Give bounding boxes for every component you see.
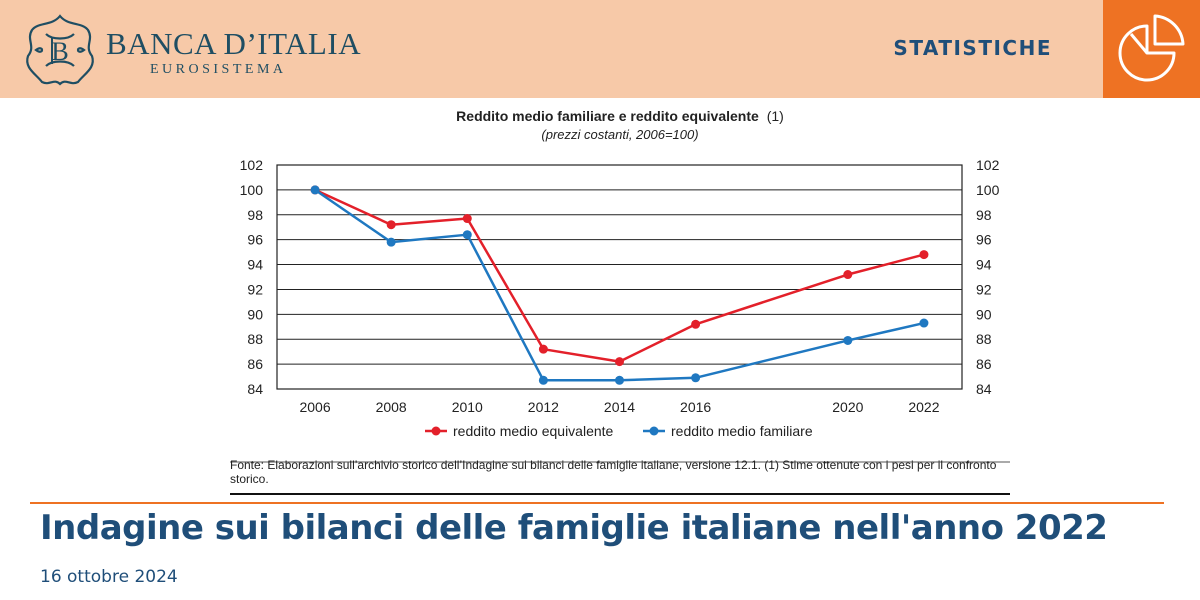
pie-chart-icon	[1118, 14, 1185, 82]
data-point	[919, 250, 929, 260]
x-tick-label: 2014	[604, 399, 635, 415]
section-label: STATISTICHE	[893, 36, 1052, 60]
series-line-2	[314, 188, 925, 382]
chart-subtitle: (prezzi costanti, 2006=100)	[541, 127, 698, 142]
y-tick-label-left: 98	[247, 207, 263, 223]
x-tick-label: 2022	[908, 399, 939, 415]
y-tick-label-right: 98	[976, 207, 992, 223]
x-tick-label: 2010	[452, 399, 483, 415]
chart-title: Reddito medio familiare e reddito equiva…	[456, 108, 759, 124]
plot-frame	[276, 164, 963, 390]
series-line-1	[314, 188, 925, 363]
statistics-badge	[1103, 0, 1200, 98]
y-tick-label-left: 92	[247, 281, 263, 297]
data-point	[386, 220, 396, 230]
y-tick-label-right: 84	[976, 381, 992, 397]
svg-text:Reddito medio familiare e redd: Reddito medio familiare e reddito equiva…	[456, 108, 784, 124]
legend-swatch-marker	[431, 426, 441, 436]
y-tick-label-right: 90	[976, 306, 992, 322]
brand-subtitle: EUROSISTEMA	[150, 62, 287, 77]
data-point	[538, 375, 548, 385]
legend-label: reddito medio familiare	[671, 423, 813, 439]
y-tick-label-right: 94	[976, 257, 992, 273]
data-point	[919, 318, 929, 328]
y-tick-label-right: 86	[976, 356, 992, 372]
source-note-box: Fonte: Elaborazioni sull’archivio storic…	[230, 458, 997, 486]
y-tick-label-right: 96	[976, 232, 992, 248]
y-tick-label-right: 92	[976, 281, 992, 297]
y-tick-label-left: 94	[247, 257, 263, 273]
header-band: B BANCA D’ITALIA EUROSISTEMA STATISTICHE	[0, 0, 1200, 98]
y-tick-label-left: 96	[247, 232, 263, 248]
orange-divider	[30, 502, 1164, 504]
brand-name: BANCA D’ITALIA	[106, 26, 362, 61]
bank-emblem-icon: B	[26, 14, 94, 86]
x-tick-label: 2008	[376, 399, 407, 415]
data-point	[538, 344, 548, 354]
x-tick-label: 2016	[680, 399, 711, 415]
chart-area: Reddito medio familiare e reddito equiva…	[230, 100, 1010, 495]
data-point	[843, 335, 853, 345]
data-point	[691, 319, 701, 329]
data-point	[462, 214, 472, 224]
data-point	[615, 357, 624, 367]
source-note: Fonte: Elaborazioni sull’archivio storic…	[230, 458, 997, 486]
page-title: Indagine sui bilanci delle famiglie ital…	[40, 508, 1108, 548]
svg-text:B: B	[51, 37, 68, 66]
y-tick-label-right: 102	[976, 157, 1000, 173]
chart-title-note: (1)	[767, 108, 784, 124]
data-point	[462, 230, 472, 240]
y-tick-label-left: 88	[247, 331, 263, 347]
y-tick-label-left: 102	[240, 157, 264, 173]
y-tick-label-left: 84	[247, 381, 263, 397]
data-point	[310, 185, 320, 195]
x-tick-label: 2006	[299, 399, 330, 415]
legend-label: reddito medio equivalente	[453, 423, 614, 439]
x-tick-label: 2012	[528, 399, 559, 415]
y-tick-label-right: 100	[976, 182, 1000, 198]
data-point	[691, 373, 701, 383]
x-tick-label: 2020	[832, 399, 863, 415]
data-point	[386, 237, 396, 247]
bank-logo: B BANCA D’ITALIA EUROSISTEMA	[22, 12, 361, 88]
y-tick-label-left: 86	[247, 356, 263, 372]
data-point	[615, 375, 624, 385]
publication-date: 16 ottobre 2024	[40, 567, 178, 587]
line-chart: Reddito medio familiare e reddito equiva…	[230, 108, 1010, 495]
y-tick-label-left: 90	[247, 306, 263, 322]
y-tick-label-left: 100	[240, 182, 264, 198]
legend-swatch-marker	[649, 426, 659, 436]
data-point	[843, 270, 853, 280]
y-tick-label-right: 88	[976, 331, 992, 347]
